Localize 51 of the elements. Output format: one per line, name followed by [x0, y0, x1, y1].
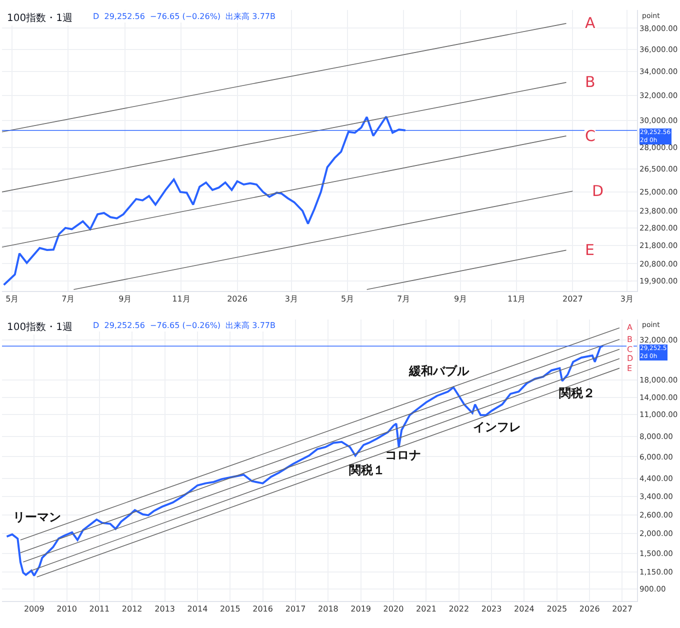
series-label: B — [585, 73, 596, 91]
annotation: リーマン — [13, 510, 61, 524]
series-label: E — [627, 364, 632, 373]
series-label: D — [627, 354, 634, 363]
annotation: 緩和バブル — [408, 364, 470, 378]
x-tick-label: 2015 — [220, 604, 240, 614]
chart-subtitle: D 29,252.56 −76.65 (−0.26%) 出来高 3.77B — [93, 12, 276, 21]
x-tick-label: 2023 — [481, 604, 502, 614]
x-tick-label: 2013 — [154, 604, 175, 614]
x-tick-label: 3月 — [620, 294, 634, 304]
annotation: コロナ — [385, 448, 421, 462]
x-tick-label: 2027 — [562, 294, 583, 304]
x-tick-label: 5月 — [6, 294, 19, 304]
x-tick-label: 9月 — [454, 294, 468, 304]
x-tick-label: 2014 — [187, 604, 208, 614]
x-tick-label: 9月 — [118, 294, 132, 304]
x-tick-label: 2026 — [579, 604, 600, 614]
x-tick-label: 2022 — [448, 604, 470, 614]
x-tick-label: 2026 — [227, 294, 248, 304]
x-tick-label: 2017 — [285, 604, 306, 614]
series-label: C — [585, 127, 596, 145]
series-label: E — [585, 241, 594, 259]
series-label: A — [585, 14, 596, 32]
x-tick-label: 3月 — [284, 294, 298, 304]
annotation: 関税１ — [349, 463, 385, 477]
x-tick-label: 2025 — [546, 604, 568, 614]
chart-title: 100指数・1週 — [7, 321, 72, 333]
annotation: 関税２ — [559, 386, 595, 400]
x-tick-label: 2012 — [122, 604, 142, 614]
x-tick-label: 7月 — [397, 294, 410, 304]
chart-subtitle: D 29,252.56 −76.65 (−0.26%) 出来高 3.77B — [93, 321, 276, 330]
x-tick-label: 2009 — [24, 604, 44, 614]
x-tick-label: 7月 — [62, 294, 75, 304]
x-tick-label: 2018 — [318, 604, 338, 614]
x-tick-label: 11月 — [172, 294, 190, 304]
x-tick-label: 5月 — [340, 294, 354, 304]
x-tick-label: 2019 — [350, 604, 372, 614]
x-tick-label: 2010 — [56, 604, 77, 614]
x-tick-label: 2021 — [416, 604, 436, 614]
x-tick-label: 2011 — [89, 604, 110, 614]
series-label: A — [627, 323, 633, 332]
x-tick-label: 2027 — [612, 604, 632, 614]
series-label: B — [627, 335, 632, 344]
x-tick-label: 2024 — [514, 604, 534, 614]
series-label: C — [627, 345, 633, 354]
x-tick-label: 2020 — [383, 604, 404, 614]
x-tick-label: 11月 — [508, 294, 526, 304]
series-label: D — [592, 182, 604, 200]
annotation: インフレ — [473, 420, 521, 434]
x-tick-label: 2016 — [252, 604, 273, 614]
chart-title: 100指数・1週 — [7, 12, 72, 24]
